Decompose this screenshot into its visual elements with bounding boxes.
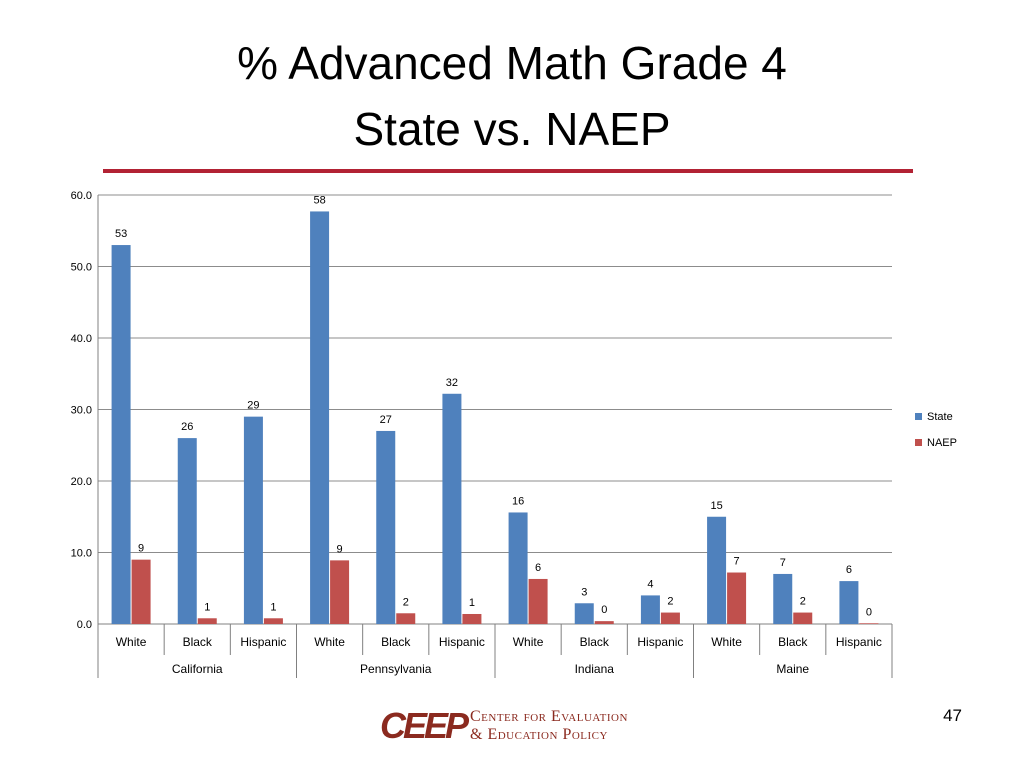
data-label: 27 <box>380 414 392 426</box>
bar-state <box>640 595 660 624</box>
bar-naep <box>859 623 879 624</box>
data-label: 29 <box>247 400 259 412</box>
x-category-label: Hispanic <box>439 635 485 649</box>
data-label: 7 <box>780 557 786 569</box>
data-label: 16 <box>512 495 524 507</box>
slide-title-line2: State vs. NAEP <box>353 103 671 155</box>
bar-naep <box>462 613 482 624</box>
title-divider <box>103 169 913 173</box>
x-category-label: White <box>711 635 742 649</box>
logo-text-line1: Center for Evaluation <box>470 708 628 725</box>
slide-title: % Advanced Math Grade 4 State vs. NAEP <box>0 30 1024 162</box>
data-label: 2 <box>403 596 409 608</box>
ceep-logo: CEEP Center for Evaluation & Education P… <box>380 706 660 746</box>
bar-naep <box>263 618 283 624</box>
data-label: 53 <box>115 228 127 240</box>
data-label: 26 <box>181 421 193 433</box>
bar-state <box>243 416 263 624</box>
bar-naep <box>793 612 813 624</box>
bar-naep <box>528 578 548 624</box>
bar-state <box>111 245 131 625</box>
bar-naep <box>594 621 614 624</box>
x-category-label: Hispanic <box>836 635 882 649</box>
y-tick-label: 0.0 <box>77 619 92 631</box>
bar-state <box>707 516 727 624</box>
data-label: 6 <box>535 562 541 574</box>
data-label: 32 <box>446 377 458 389</box>
data-label: 6 <box>846 564 852 576</box>
x-category-label: Black <box>778 635 808 649</box>
y-tick-label: 60.0 <box>71 190 92 202</box>
data-label: 1 <box>270 601 276 613</box>
y-tick-label: 40.0 <box>71 333 92 345</box>
bar-naep <box>330 560 350 624</box>
slide-title-line1: % Advanced Math Grade 4 <box>237 37 787 89</box>
bar-naep <box>396 613 416 624</box>
x-category-label: Black <box>580 635 610 649</box>
x-category-label: White <box>513 635 544 649</box>
data-label: 1 <box>469 597 475 609</box>
bar-naep <box>131 559 151 624</box>
legend-label: State <box>927 411 953 423</box>
data-label: 0 <box>601 604 607 616</box>
logo-text-line2: & Education Policy <box>470 726 608 743</box>
x-group-label: Indiana <box>575 662 615 676</box>
x-group-label: Maine <box>776 662 809 676</box>
data-label: 2 <box>667 596 673 608</box>
bar-state <box>574 603 594 624</box>
legend-swatch <box>915 439 922 446</box>
bar-state <box>839 581 859 624</box>
x-category-label: White <box>314 635 345 649</box>
data-label: 3 <box>581 586 587 598</box>
bar-chart: 0.010.020.030.040.050.060.05326295827321… <box>71 190 957 678</box>
bar-naep <box>727 572 747 624</box>
x-group-label: Pennsylvania <box>360 662 432 676</box>
bar-state <box>376 430 396 624</box>
bar-naep <box>660 612 680 624</box>
x-category-label: Black <box>183 635 213 649</box>
data-label: 9 <box>138 543 144 555</box>
data-label: 7 <box>734 556 740 568</box>
data-label: 4 <box>647 578 653 590</box>
data-label: 58 <box>313 194 325 206</box>
x-category-label: Hispanic <box>637 635 683 649</box>
y-tick-label: 20.0 <box>71 476 92 488</box>
x-group-label: California <box>172 662 223 676</box>
legend-swatch <box>915 413 922 420</box>
logo-mark: CEEP <box>380 705 469 746</box>
data-label: 1 <box>204 601 210 613</box>
data-label: 9 <box>337 543 343 555</box>
bar-state <box>177 438 197 624</box>
data-label: 2 <box>800 596 806 608</box>
bar-state <box>773 573 793 624</box>
y-tick-label: 50.0 <box>71 262 92 274</box>
bar-state <box>442 393 462 624</box>
bar-naep <box>197 618 217 624</box>
bar-state <box>508 512 528 624</box>
y-tick-label: 10.0 <box>71 548 92 560</box>
data-label: 0 <box>866 606 872 618</box>
x-category-label: White <box>116 635 147 649</box>
legend-label: NAEP <box>927 437 957 449</box>
x-category-label: Hispanic <box>240 635 286 649</box>
data-label: 15 <box>710 500 722 512</box>
x-category-label: Black <box>381 635 411 649</box>
page-number: 47 <box>943 706 962 725</box>
bar-state <box>310 211 330 624</box>
y-tick-label: 30.0 <box>71 405 92 417</box>
